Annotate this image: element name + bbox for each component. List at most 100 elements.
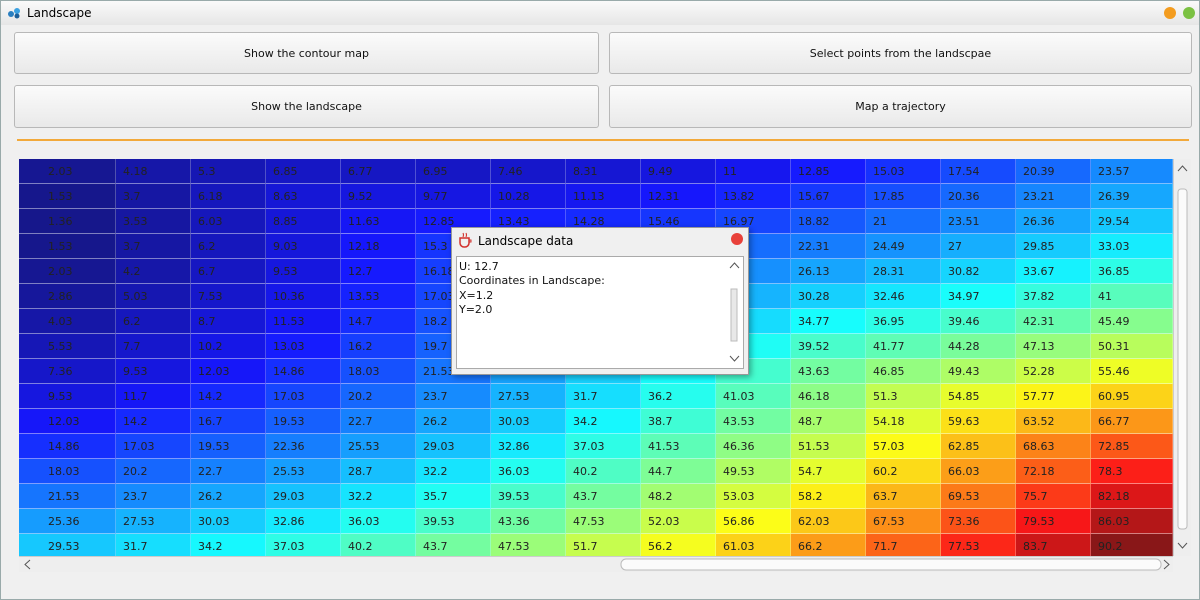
cell-value: 32.46 — [873, 290, 905, 303]
cell-value: 6.77 — [348, 165, 373, 178]
cell-value: 45.49 — [1098, 315, 1130, 328]
table-cell: 20.39 — [1016, 159, 1091, 184]
table-cell: 30.03 — [491, 409, 566, 434]
table-cell: 73.36 — [941, 509, 1016, 534]
cell-value: 1.53 — [48, 240, 73, 253]
table-cell: 29.03 — [266, 484, 341, 509]
cell-value: 27 — [948, 240, 962, 253]
text-area[interactable]: U: 12.7 Coordinates in Landscape: X=1.2 Y=2… — [456, 256, 744, 369]
cell-value: 37.82 — [1023, 290, 1055, 303]
cell-value: 52.03 — [648, 515, 680, 528]
cell-value: 33.67 — [1023, 265, 1055, 278]
horizontal-scrollbar[interactable] — [19, 556, 1173, 572]
table-cell: 9.03 — [266, 234, 341, 259]
cell-value: 14.86 — [48, 440, 80, 453]
table-cell: 31.7 — [566, 384, 641, 409]
cell-value: 57.03 — [873, 440, 905, 453]
table-cell: 10.2 — [191, 334, 266, 359]
table-cell: 12.31 — [641, 184, 716, 209]
cell-value: 49.53 — [723, 465, 755, 478]
cell-value: 62.03 — [798, 515, 830, 528]
cell-value: 20.39 — [1023, 165, 1055, 178]
table-cell: 10.36 — [266, 284, 341, 309]
table-cell: 21.53 — [19, 484, 116, 509]
table-cell: 33.03 — [1091, 234, 1173, 259]
cell-value: 22.7 — [348, 415, 373, 428]
dialog-close[interactable] — [730, 232, 744, 246]
cell-value: 22.36 — [273, 440, 305, 453]
cell-value: 90.2 — [1098, 540, 1123, 553]
cell-value: 36.03 — [348, 515, 380, 528]
cell-value: 37.03 — [573, 440, 605, 453]
cell-value: 11.53 — [273, 315, 305, 328]
cell-value: 47.53 — [573, 515, 605, 528]
cell-value: 12.03 — [198, 365, 230, 378]
cell-value: 31.7 — [573, 390, 598, 403]
table-cell: 2.03 — [19, 259, 116, 284]
cell-value: 15.03 — [873, 165, 905, 178]
cell-value: 36.95 — [873, 315, 905, 328]
table-cell: 38.7 — [641, 409, 716, 434]
cell-value: 14.28 — [573, 215, 605, 228]
table-cell: 37.03 — [566, 434, 641, 459]
table-cell: 82.18 — [1091, 484, 1173, 509]
table-cell: 39.53 — [416, 509, 491, 534]
table-cell: 36.03 — [341, 509, 416, 534]
cell-value: 47.53 — [498, 540, 530, 553]
table-cell: 15.67 — [791, 184, 866, 209]
button[interactable]: Show the contour map — [14, 32, 599, 74]
table-cell: 20.2 — [341, 384, 416, 409]
cell-value: 1.36 — [48, 215, 73, 228]
cell-value: 2.86 — [48, 290, 73, 303]
table-cell: 43.63 — [791, 359, 866, 384]
cell-value: 30.28 — [798, 290, 830, 303]
dialog-line: Y=2.0 — [459, 302, 493, 316]
cell-value: 62.85 — [948, 440, 980, 453]
table-cell: 63.52 — [1016, 409, 1091, 434]
cell-value: 22.31 — [798, 240, 830, 253]
cell-value: 36.03 — [498, 465, 530, 478]
cell-value: 22.7 — [198, 465, 223, 478]
cell-value: 11.7 — [123, 390, 148, 403]
cell-value: 6.03 — [198, 215, 223, 228]
cell-value: 17.03 — [123, 440, 155, 453]
table-cell: 55.46 — [1091, 359, 1173, 384]
button[interactable]: Map a trajectory — [609, 85, 1192, 128]
cell-value: 9.53 — [123, 365, 148, 378]
table-cell: 9.49 — [641, 159, 716, 184]
table-cell: 75.7 — [1016, 484, 1091, 509]
cell-value: 37.03 — [273, 540, 305, 553]
data-table: 2.03 4.18 5.3 6.85 6.77 6.95 7.46 8.31 9.49 11 12.… — [19, 159, 1173, 556]
cell-value: 14.2 — [198, 390, 223, 403]
cell-value: 44.7 — [648, 465, 673, 478]
button[interactable]: Select points from the landscpae — [609, 32, 1192, 74]
cell-value: 11.63 — [348, 215, 380, 228]
cell-value: 43.7 — [573, 490, 598, 503]
table-cell: 27.53 — [116, 509, 191, 534]
table-cell: 13.03 — [266, 334, 341, 359]
cell-value: 13.43 — [498, 215, 530, 228]
cell-value: 10.36 — [273, 290, 305, 303]
window-controls[interactable] — [1163, 6, 1197, 20]
cell-value: 55.46 — [1098, 365, 1130, 378]
vertical-scrollbar[interactable] — [1173, 159, 1191, 556]
table-cell: 17.03 — [116, 434, 191, 459]
cell-value: 14.7 — [348, 315, 373, 328]
cell-value: 7.7 — [123, 340, 141, 353]
cell-value: 5.53 — [48, 340, 73, 353]
button[interactable]: Show the landscape — [14, 85, 599, 128]
table-cell: 54.7 — [791, 459, 866, 484]
cell-value: 6.2 — [123, 315, 141, 328]
table-cell: 47.13 — [1016, 334, 1091, 359]
table-cell: 9.52 — [341, 184, 416, 209]
table-cell: 7.7 — [116, 334, 191, 359]
cell-value: 46.85 — [873, 365, 905, 378]
cell-value: 26.2 — [423, 415, 448, 428]
table-cell: 39.46 — [941, 309, 1016, 334]
cell-value: 43.63 — [798, 365, 830, 378]
cell-value: 34.2 — [573, 415, 598, 428]
cell-value: 56.86 — [723, 515, 755, 528]
table-cell: 48.2 — [641, 484, 716, 509]
cell-value: 23.7 — [423, 390, 448, 403]
cell-value: 86.03 — [1098, 515, 1130, 528]
